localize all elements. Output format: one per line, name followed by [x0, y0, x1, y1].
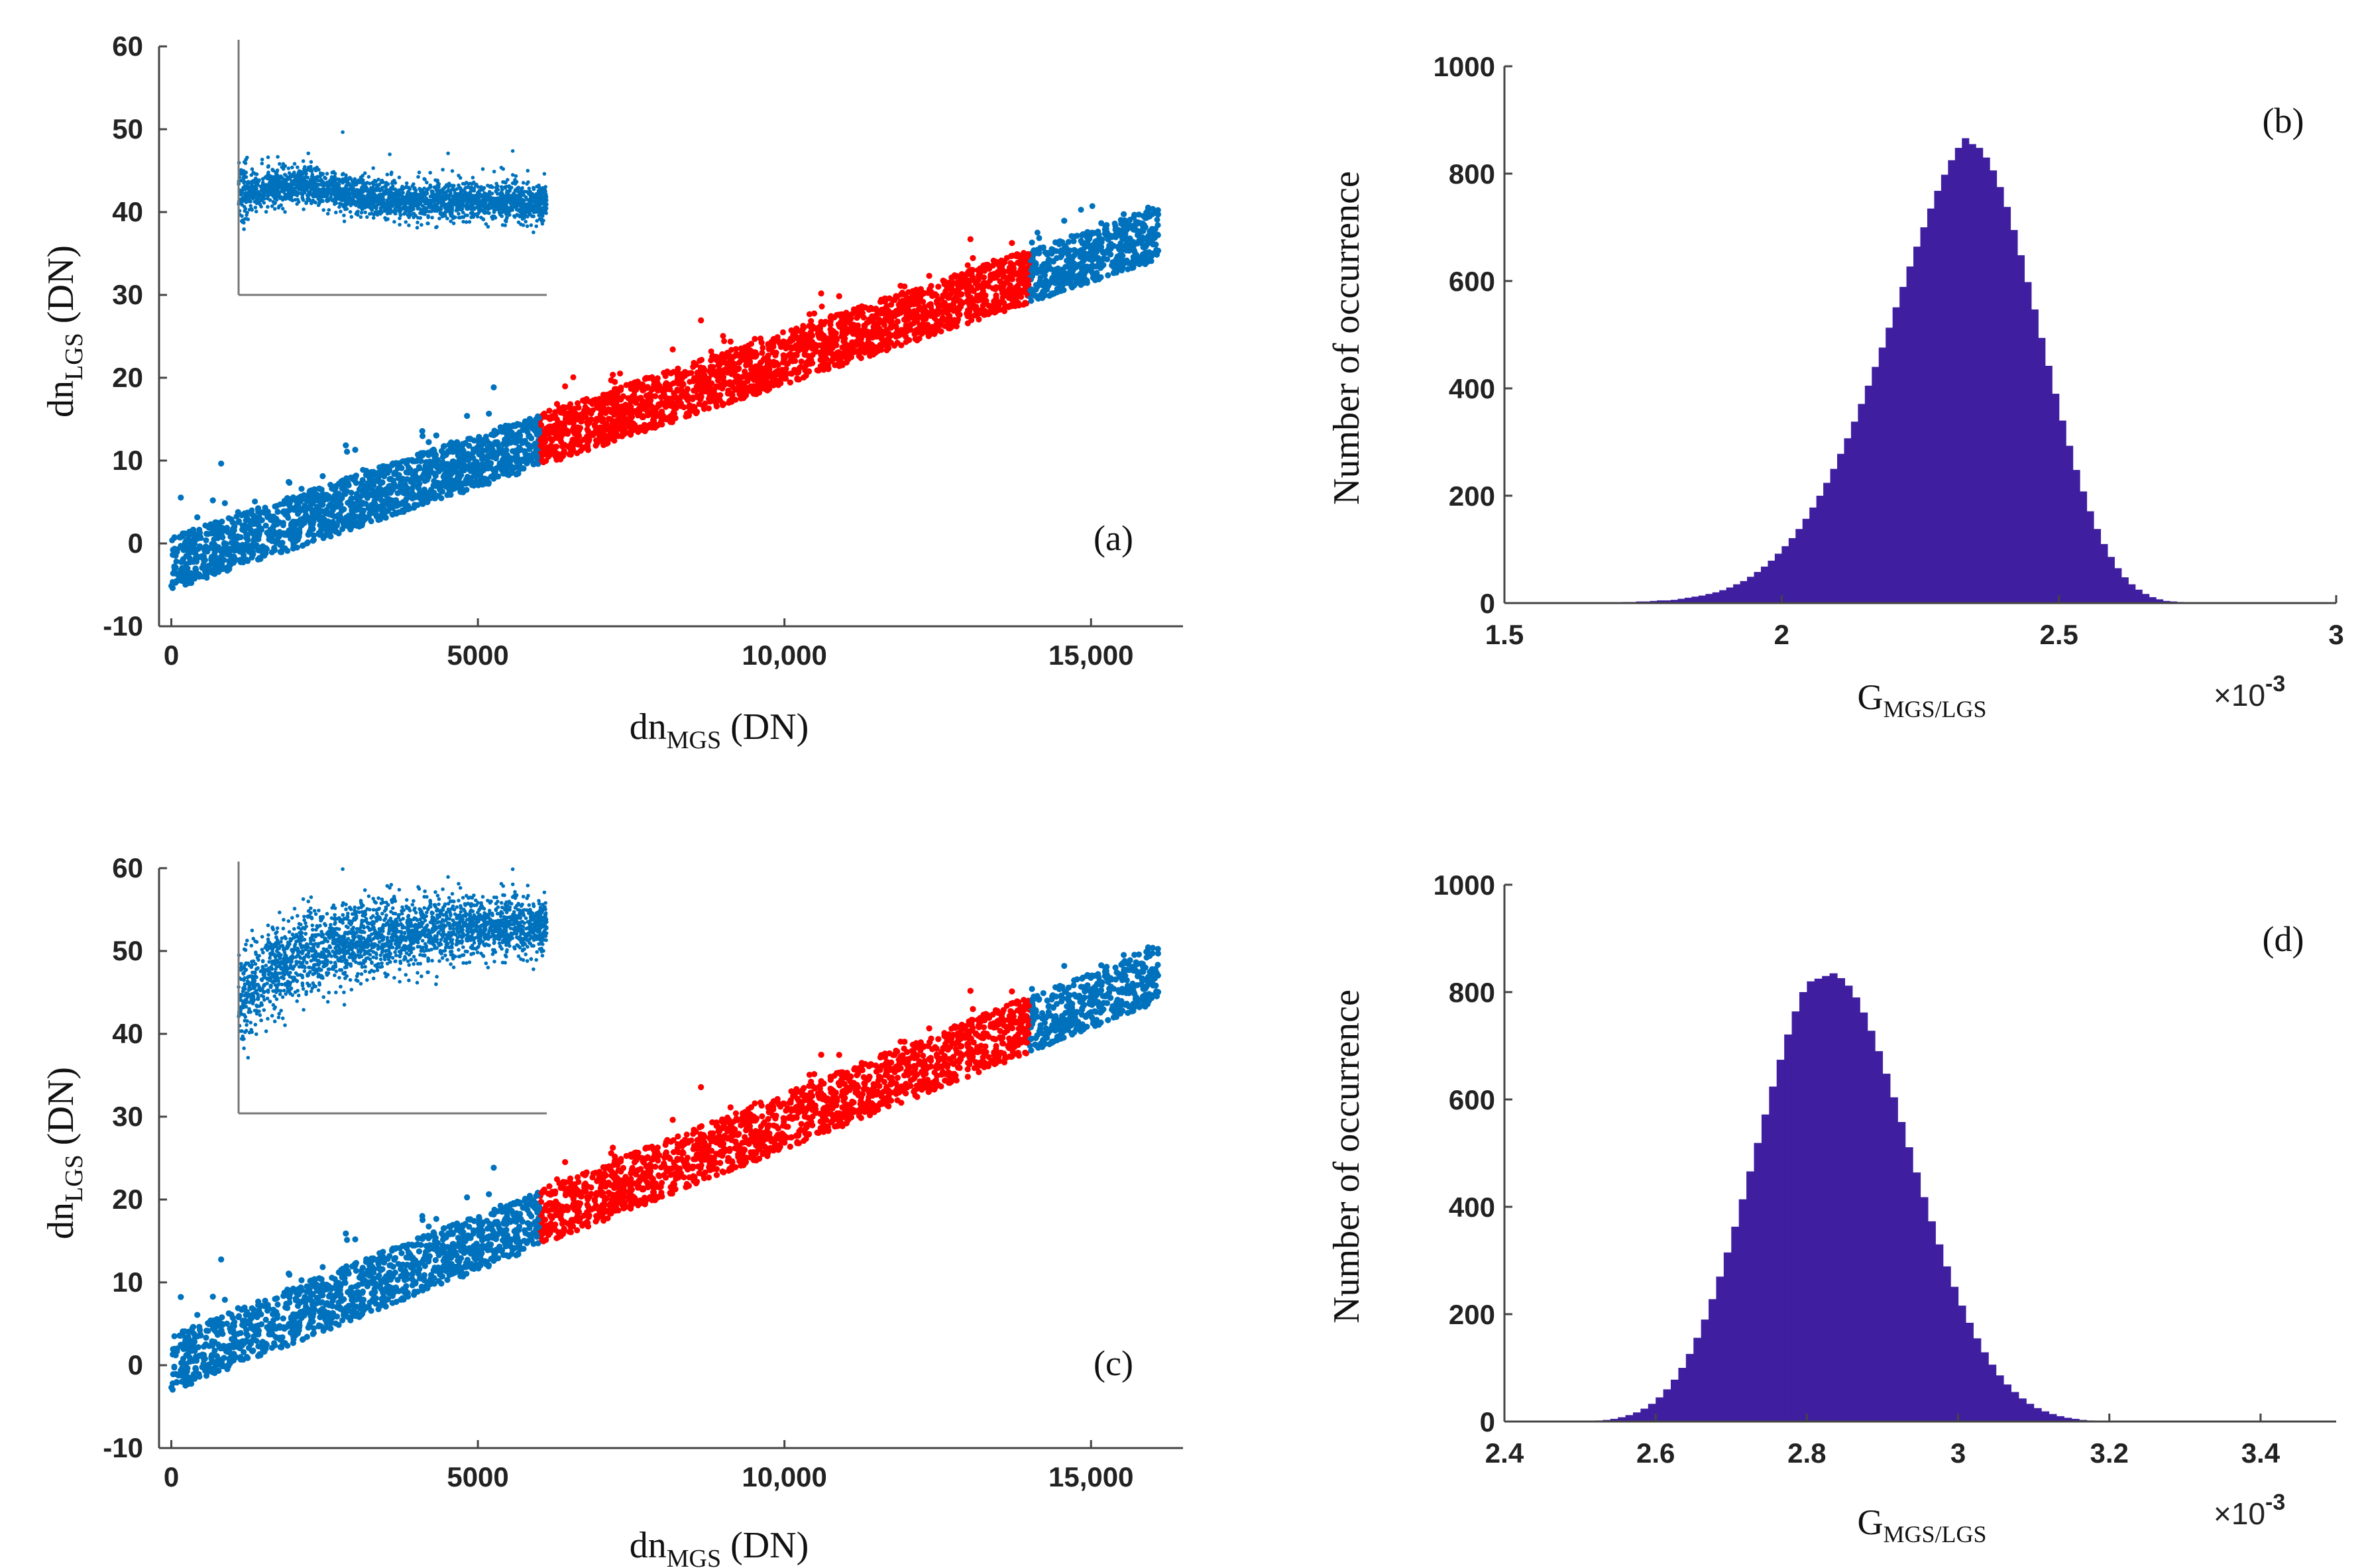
- fit-point: [789, 358, 796, 364]
- fit-point: [708, 348, 714, 355]
- fit-point: [720, 333, 726, 339]
- data-point: [1078, 207, 1084, 213]
- data-point: [1154, 217, 1160, 223]
- data-point: [223, 541, 229, 547]
- fit-point: [818, 304, 825, 309]
- fit-point: [780, 329, 786, 335]
- fit-point: [870, 319, 877, 326]
- fit-point: [760, 345, 766, 351]
- data-points: [168, 203, 1162, 591]
- data-point: [252, 498, 258, 505]
- data-point: [1036, 235, 1042, 241]
- data-point: [1034, 229, 1041, 236]
- fit-point: [964, 262, 971, 268]
- data-point: [1089, 203, 1096, 209]
- fit-point: [617, 370, 624, 377]
- data-point: [173, 558, 180, 565]
- data-point: [348, 490, 355, 496]
- fit-point: [721, 338, 728, 345]
- fit-point: [570, 374, 577, 380]
- fit-point: [903, 339, 909, 345]
